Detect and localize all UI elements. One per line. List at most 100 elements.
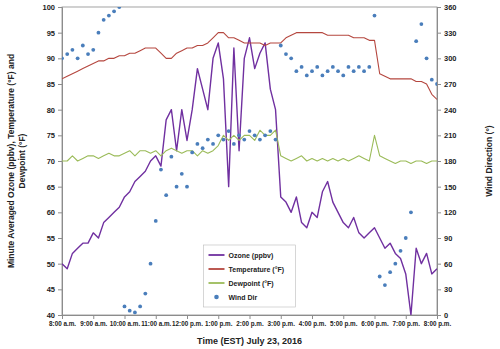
tick-label: 7:00 p.m. — [393, 320, 421, 328]
point — [222, 138, 226, 142]
plot-frame — [62, 7, 437, 315]
point — [143, 292, 147, 296]
tick-mark — [312, 315, 313, 319]
point — [268, 129, 272, 133]
tick-mark — [187, 315, 188, 319]
point — [117, 7, 121, 9]
tick-mark — [58, 212, 62, 213]
point — [289, 56, 293, 60]
tick-mark — [58, 33, 62, 34]
point — [216, 133, 220, 137]
tick: 330 — [437, 29, 457, 38]
tick-label: 12:00 p.m. — [172, 320, 203, 328]
tick-label: 90 — [444, 234, 452, 243]
tick-mark — [58, 264, 62, 265]
tick: 85 — [47, 80, 62, 89]
tick-label: 1:00 p.m. — [205, 320, 233, 328]
y-axis-title: Dewpoint (°F) — [17, 133, 27, 188]
tick: 9:00 a.m. — [80, 315, 107, 327]
tick-label: 8:00 a.m. — [49, 320, 76, 327]
tick-label: 30 — [444, 285, 452, 294]
tick: 270 — [437, 80, 457, 89]
tick-mark — [437, 212, 441, 213]
tick: 70 — [47, 157, 62, 166]
tick-label: 60 — [47, 208, 55, 217]
tick-mark — [375, 315, 376, 319]
plot-area — [62, 7, 437, 315]
point — [399, 249, 403, 253]
tick-label: 85 — [47, 80, 55, 89]
point — [331, 65, 335, 69]
tick-mark — [58, 58, 62, 59]
legend-swatch — [209, 254, 225, 256]
legend-box — [204, 245, 296, 307]
legend-label: Ozone (ppbv) — [229, 252, 274, 260]
point — [138, 305, 142, 309]
point — [300, 65, 304, 69]
tick-mark — [437, 7, 441, 8]
tick: 7:00 p.m. — [393, 315, 421, 328]
point — [169, 155, 173, 159]
tick-label: 100 — [42, 3, 55, 12]
legend-label: Wind Dir — [229, 294, 258, 301]
point — [383, 283, 387, 287]
tick-label: 70 — [47, 157, 55, 166]
tick-mark — [343, 315, 344, 319]
point — [211, 142, 215, 146]
tick: 1:00 p.m. — [205, 315, 233, 328]
tick-mark — [437, 238, 441, 239]
tick: 2:00 p.m. — [236, 315, 264, 328]
tick-label: 90 — [47, 54, 55, 63]
tick: 360 — [437, 3, 457, 12]
point — [336, 69, 340, 73]
tick-label: 150 — [444, 183, 457, 192]
tick: 75 — [47, 131, 62, 140]
point — [154, 219, 158, 223]
point — [81, 44, 85, 48]
tick-label: 120 — [444, 208, 457, 217]
tick-mark — [437, 84, 441, 85]
tick-mark — [58, 135, 62, 136]
x-axis-line — [63, 316, 438, 320]
point — [414, 39, 418, 43]
point — [404, 236, 408, 240]
tick-label: 45 — [47, 285, 55, 294]
point — [305, 74, 309, 78]
point — [362, 69, 366, 73]
tick-mark — [58, 161, 62, 162]
tick-label: 10:00 a.m. — [110, 320, 141, 327]
tick: 12:00 p.m. — [172, 315, 203, 328]
point — [258, 138, 262, 142]
point — [133, 311, 137, 315]
tick-mark — [437, 289, 441, 290]
tick: 60 — [437, 260, 452, 269]
tick-label: 9:00 a.m. — [80, 320, 107, 327]
tick-label: 4:00 p.m. — [299, 320, 327, 328]
point — [347, 65, 351, 69]
tick: 90 — [47, 54, 62, 63]
tick: 300 — [437, 54, 457, 63]
point — [86, 52, 90, 56]
series-line — [62, 38, 437, 315]
tick: 240 — [437, 106, 457, 115]
tick: 100 — [42, 3, 62, 12]
point — [357, 65, 361, 69]
tick-label: 3:00 p.m. — [268, 320, 296, 328]
tick: 6:00 p.m. — [361, 315, 389, 328]
point — [123, 305, 127, 309]
point — [367, 65, 371, 69]
tick: 45 — [47, 285, 62, 294]
tick-mark — [437, 161, 441, 162]
tick-label: 50 — [47, 260, 55, 269]
tick: 95 — [47, 29, 62, 38]
point — [185, 185, 189, 189]
point — [128, 309, 132, 313]
tick: 65 — [47, 183, 62, 192]
legend-swatch — [209, 282, 225, 284]
tick-mark — [218, 315, 219, 319]
point — [180, 172, 184, 176]
tick: 3:00 p.m. — [268, 315, 296, 328]
tick-label: 360 — [444, 3, 457, 12]
point — [378, 275, 382, 279]
point — [227, 129, 231, 133]
